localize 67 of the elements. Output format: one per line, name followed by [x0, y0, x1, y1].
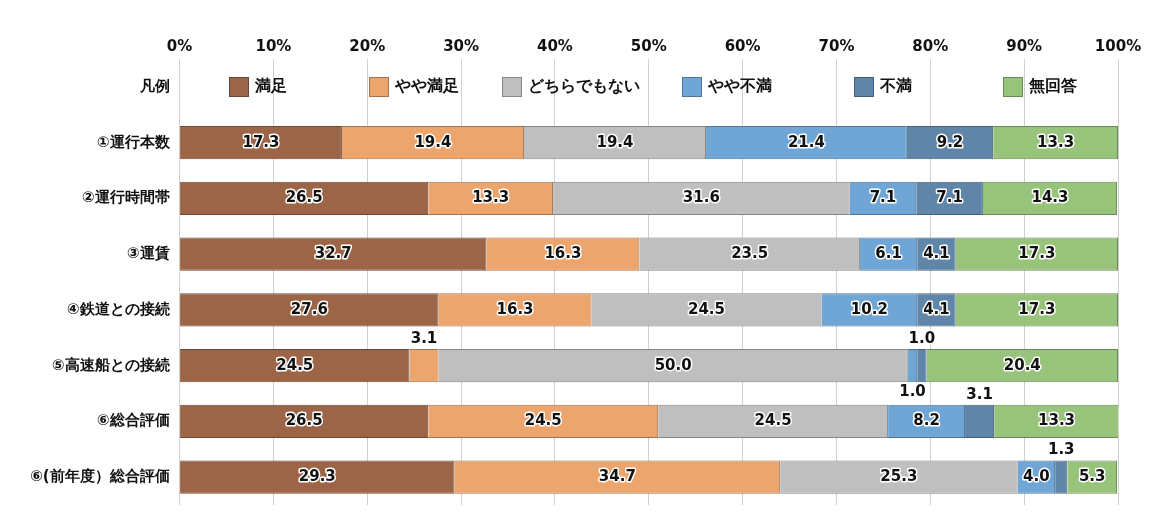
x-tick-label: 20%	[349, 36, 386, 55]
data-label: 26.5	[285, 411, 323, 430]
data-label: 23.5	[731, 244, 769, 263]
data-label: 5.3	[1078, 467, 1106, 486]
y-tick-label: ①運行本数	[96, 132, 171, 151]
data-label: 10.2	[850, 299, 888, 318]
x-tick-label: 40%	[536, 36, 573, 55]
y-tick-label: ⑥総合評価	[96, 411, 170, 430]
x-tick-label: 100%	[1094, 36, 1142, 55]
data-label: 4.0	[1023, 467, 1050, 486]
x-tick-label: 10%	[255, 36, 292, 55]
data-label: 17.3	[1018, 244, 1056, 263]
data-label: 13.3	[1037, 132, 1075, 151]
data-label: 21.4	[787, 132, 825, 151]
legend-label: どちらでもない	[527, 76, 640, 98]
data-label: 8.2	[913, 411, 940, 430]
data-label: 50.0	[654, 355, 692, 374]
data-label: 24.5	[276, 355, 314, 374]
legend-label: やや不満	[707, 76, 772, 98]
data-label: 9.2	[936, 132, 964, 151]
data-label: 27.6	[290, 299, 328, 318]
data-label: 17.3	[1018, 299, 1056, 318]
data-label: 3.1	[410, 328, 438, 347]
data-label: 1.0	[899, 382, 926, 401]
data-label: 20.4	[1003, 355, 1041, 374]
data-label: 13.3	[472, 188, 510, 207]
data-label: 26.5	[285, 188, 323, 207]
x-tick-label: 50%	[630, 36, 667, 55]
data-label: 3.1	[966, 384, 993, 403]
data-label: 7.1	[869, 188, 897, 207]
data-label: 24.5	[687, 299, 725, 318]
y-tick-label: ③運賃	[126, 244, 170, 263]
data-label: 31.6	[682, 188, 720, 207]
legend-label: 無回答	[1028, 76, 1077, 98]
data-label: 1.0	[908, 328, 936, 347]
data-label: 24.5	[524, 411, 562, 430]
legend-label: 不満	[880, 76, 913, 98]
y-tick-label: 凡例	[138, 76, 170, 95]
x-tick-label: 60%	[724, 36, 761, 55]
legend-label: やや満足	[395, 76, 460, 98]
data-label: 1.3	[1047, 440, 1075, 459]
data-label: 4.1	[923, 244, 950, 263]
y-tick-label: ②運行時間帯	[81, 188, 170, 207]
data-label: 13.3	[1038, 411, 1076, 430]
x-tick-label: 70%	[818, 36, 855, 55]
data-label: 25.3	[880, 467, 918, 486]
data-label: 7.1	[936, 188, 963, 207]
data-label: 16.3	[496, 299, 534, 318]
data-label: 4.1	[923, 299, 950, 318]
data-label: 19.4	[596, 132, 634, 151]
x-tick-label: 0%	[166, 36, 193, 55]
y-tick-label: ⑤高速船との接続	[51, 355, 170, 374]
data-label: 16.3	[544, 244, 582, 263]
data-label: 19.4	[414, 132, 452, 151]
data-label: 29.3	[298, 467, 336, 486]
data-label: 14.3	[1031, 188, 1069, 207]
data-label: 34.7	[598, 467, 636, 486]
legend-label: 満足	[254, 76, 287, 98]
y-tick-label: ⑥(前年度）総合評価	[29, 467, 170, 486]
y-tick-label: ④鉄道との接続	[66, 299, 170, 318]
x-tick-label: 90%	[1006, 36, 1043, 55]
x-tick-label: 30%	[443, 36, 480, 55]
data-label: 24.5	[754, 411, 792, 430]
data-label: 6.1	[875, 244, 902, 263]
data-label: 17.3	[242, 132, 280, 151]
x-tick-label: 80%	[912, 36, 949, 55]
data-label: 32.7	[314, 244, 352, 263]
